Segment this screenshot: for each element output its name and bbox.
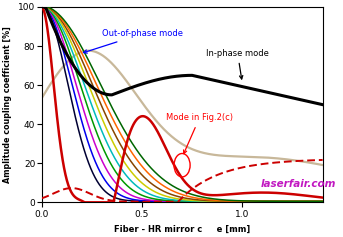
Text: laserfair.com: laserfair.com	[261, 179, 336, 189]
Text: Mode in Fig.2(c): Mode in Fig.2(c)	[166, 113, 233, 154]
Text: In-phase mode: In-phase mode	[206, 49, 269, 79]
Y-axis label: Amplitude coupling coefficient [%]: Amplitude coupling coefficient [%]	[3, 26, 12, 183]
X-axis label: Fiber - HR mirror c     e [mm]: Fiber - HR mirror c e [mm]	[114, 224, 250, 233]
Text: Out-of-phase mode: Out-of-phase mode	[84, 29, 183, 53]
